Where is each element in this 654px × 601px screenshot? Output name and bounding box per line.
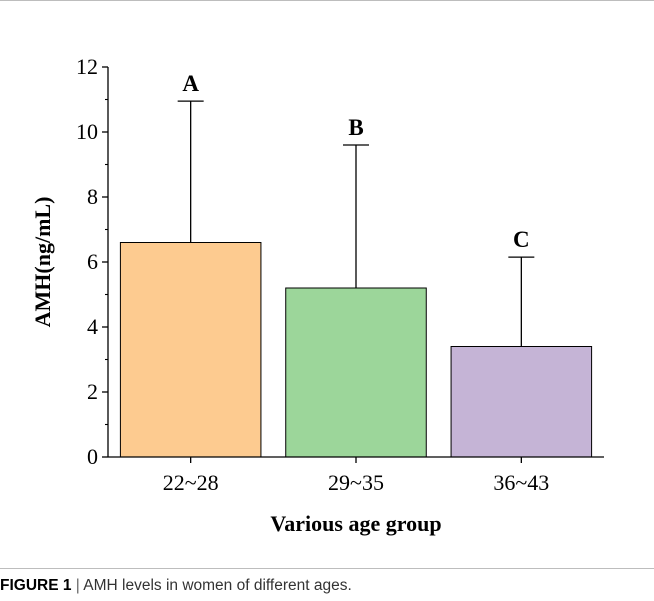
y-tick-label-8: 8: [87, 184, 98, 209]
significance-label-A: A: [182, 71, 199, 96]
x-ticks-layer: 22~28 29~35 36~43: [163, 457, 549, 495]
figure-caption: FIGURE 1 | AMH levels in women of differ…: [0, 577, 654, 595]
x-tick-label-29~35: 29~35: [328, 470, 384, 495]
caption-separator: |: [75, 577, 80, 594]
significance-labels-layer: A B C: [182, 71, 529, 252]
x-tick-label-36~43: 36~43: [493, 470, 549, 495]
error-bars-layer: [177, 100, 535, 347]
caption-rule: [0, 568, 654, 569]
bars-layer: [119, 242, 593, 458]
y-tick-label-2: 2: [87, 379, 98, 404]
y-tick-label-4: 4: [87, 314, 98, 339]
bar-chart: 0 2 4 6 8 10 12 22~28 29~35 36~43 A B C Various ag…: [30, 54, 604, 536]
y-tick-label-6: 6: [87, 249, 98, 274]
y-tick-label-12: 12: [76, 54, 98, 79]
bar-29~35: [285, 287, 427, 458]
y-tick-label-0: 0: [87, 444, 98, 469]
y-ticks-layer: 0 2 4 6 8 10 12: [76, 54, 108, 469]
significance-label-C: C: [513, 227, 530, 252]
bar-22~28: [119, 242, 262, 458]
x-axis-title: Various age group: [270, 511, 441, 536]
y-tick-label-10: 10: [76, 119, 98, 144]
figure-label: FIGURE 1: [0, 577, 72, 594]
significance-label-B: B: [348, 115, 363, 140]
x-tick-label-22~28: 22~28: [163, 470, 219, 495]
y-axis-title: AMH(ng/mL): [30, 197, 55, 328]
caption-text: AMH levels in women of different ages.: [83, 577, 352, 594]
bar-36~43: [450, 346, 593, 458]
